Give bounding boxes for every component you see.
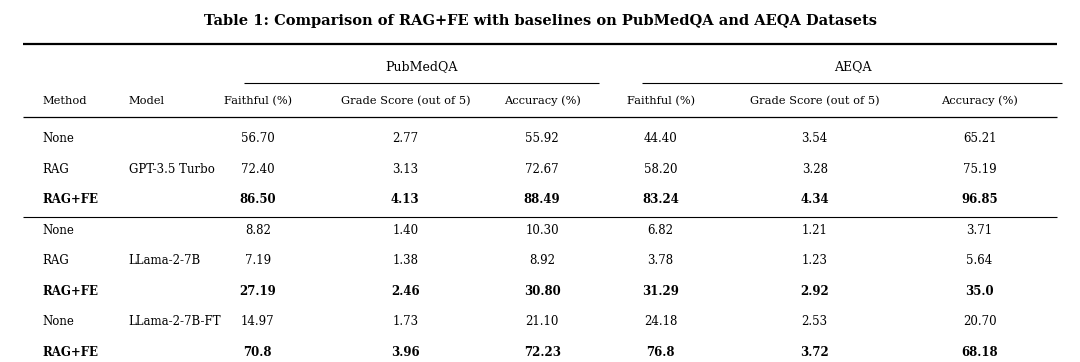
- Text: 31.29: 31.29: [643, 285, 679, 298]
- Text: 2.53: 2.53: [801, 315, 827, 328]
- Text: 30.80: 30.80: [524, 285, 561, 298]
- Text: None: None: [42, 224, 75, 237]
- Text: 14.97: 14.97: [241, 315, 274, 328]
- Text: 2.92: 2.92: [800, 285, 829, 298]
- Text: 3.13: 3.13: [392, 163, 418, 176]
- Text: 4.13: 4.13: [391, 193, 420, 206]
- Text: Grade Score (out of 5): Grade Score (out of 5): [750, 96, 879, 106]
- Text: 65.21: 65.21: [962, 132, 996, 145]
- Text: 88.49: 88.49: [524, 193, 561, 206]
- Text: Faithful (%): Faithful (%): [224, 96, 292, 106]
- Text: 21.10: 21.10: [526, 315, 558, 328]
- Text: 83.24: 83.24: [643, 193, 679, 206]
- Text: 2.46: 2.46: [391, 285, 420, 298]
- Text: 76.8: 76.8: [647, 346, 675, 359]
- Text: 27.19: 27.19: [240, 285, 276, 298]
- Text: 72.23: 72.23: [524, 346, 561, 359]
- Text: 70.8: 70.8: [243, 346, 272, 359]
- Text: 75.19: 75.19: [962, 163, 997, 176]
- Text: Accuracy (%): Accuracy (%): [503, 96, 581, 106]
- Text: PubMedQA: PubMedQA: [386, 60, 458, 73]
- Text: 1.23: 1.23: [801, 254, 827, 267]
- Text: Table 1: Comparison of RAG+FE with baselines on PubMedQA and AEQA Datasets: Table 1: Comparison of RAG+FE with basel…: [203, 14, 877, 28]
- Text: 1.73: 1.73: [392, 315, 418, 328]
- Text: 2.77: 2.77: [392, 132, 418, 145]
- Text: 72.40: 72.40: [241, 163, 274, 176]
- Text: None: None: [42, 132, 75, 145]
- Text: RAG+FE: RAG+FE: [42, 193, 98, 206]
- Text: Grade Score (out of 5): Grade Score (out of 5): [340, 96, 470, 106]
- Text: 55.92: 55.92: [525, 132, 559, 145]
- Text: 44.40: 44.40: [644, 132, 677, 145]
- Text: 24.18: 24.18: [644, 315, 677, 328]
- Text: 5.64: 5.64: [967, 254, 993, 267]
- Text: 3.72: 3.72: [800, 346, 829, 359]
- Text: RAG+FE: RAG+FE: [42, 346, 98, 359]
- Text: 3.78: 3.78: [648, 254, 674, 267]
- Text: 6.82: 6.82: [648, 224, 674, 237]
- Text: Method: Method: [42, 96, 86, 106]
- Text: Model: Model: [129, 96, 164, 106]
- Text: 8.82: 8.82: [245, 224, 271, 237]
- Text: Faithful (%): Faithful (%): [626, 96, 694, 106]
- Text: 3.28: 3.28: [801, 163, 827, 176]
- Text: 20.70: 20.70: [962, 315, 997, 328]
- Text: LLama-2-7B-FT: LLama-2-7B-FT: [129, 315, 221, 328]
- Text: 8.92: 8.92: [529, 254, 555, 267]
- Text: 3.54: 3.54: [801, 132, 827, 145]
- Text: 7.19: 7.19: [245, 254, 271, 267]
- Text: 96.85: 96.85: [961, 193, 998, 206]
- Text: GPT-3.5 Turbo: GPT-3.5 Turbo: [129, 163, 214, 176]
- Text: 58.20: 58.20: [644, 163, 677, 176]
- Text: 10.30: 10.30: [525, 224, 559, 237]
- Text: AEQA: AEQA: [834, 60, 872, 73]
- Text: 56.70: 56.70: [241, 132, 274, 145]
- Text: RAG: RAG: [42, 163, 69, 176]
- Text: 1.40: 1.40: [392, 224, 418, 237]
- Text: 35.0: 35.0: [966, 285, 994, 298]
- Text: 86.50: 86.50: [240, 193, 276, 206]
- Text: 72.67: 72.67: [525, 163, 559, 176]
- Text: None: None: [42, 315, 75, 328]
- Text: RAG+FE: RAG+FE: [42, 285, 98, 298]
- Text: 3.96: 3.96: [391, 346, 420, 359]
- Text: Accuracy (%): Accuracy (%): [941, 96, 1018, 106]
- Text: 68.18: 68.18: [961, 346, 998, 359]
- Text: RAG: RAG: [42, 254, 69, 267]
- Text: 3.71: 3.71: [967, 224, 993, 237]
- Text: 1.38: 1.38: [392, 254, 418, 267]
- Text: 1.21: 1.21: [801, 224, 827, 237]
- Text: LLama-2-7B: LLama-2-7B: [129, 254, 201, 267]
- Text: 4.34: 4.34: [800, 193, 829, 206]
